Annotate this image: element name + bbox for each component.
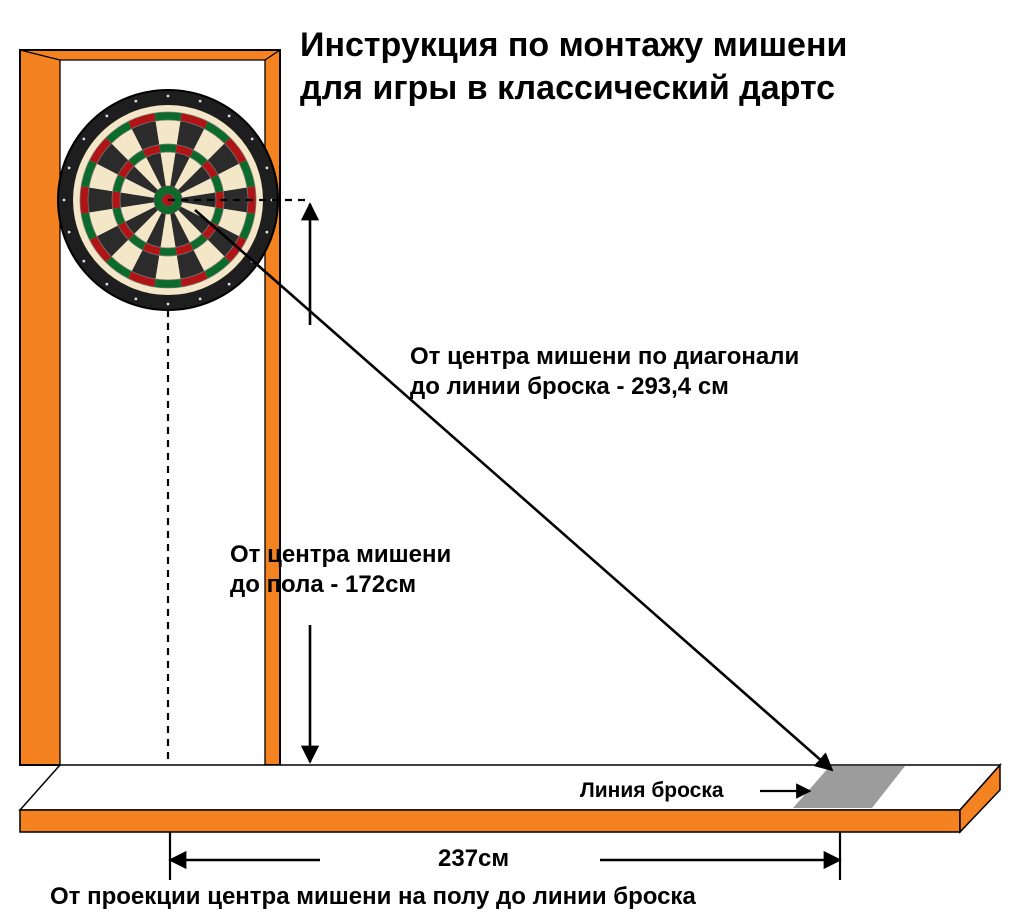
throw-line-label: Линия броска bbox=[580, 779, 724, 802]
title-line1: Инструкция по монтажу мишени bbox=[300, 26, 847, 64]
title-line2: для игры в классический дартс bbox=[300, 69, 835, 107]
label-floor-dist: 237см bbox=[438, 844, 509, 874]
floor-dist: 237см bbox=[438, 845, 509, 872]
label-height: От центра мишени до пола - 172см bbox=[230, 540, 451, 600]
label-floor-caption: От проекции центра мишени на полу до лин… bbox=[50, 882, 696, 912]
height-line2: до пола - 172см bbox=[230, 571, 416, 598]
diag-line2: до линии броска - 293,4 см bbox=[410, 373, 729, 400]
diagram-svg bbox=[0, 0, 1024, 920]
floor-caption: От проекции центра мишени на полу до лин… bbox=[50, 883, 696, 910]
height-line1: От центра мишени bbox=[230, 541, 451, 568]
floor-front bbox=[20, 810, 960, 832]
arrow-diagonal bbox=[195, 210, 832, 770]
diag-line1: От центра мишени по диагонали bbox=[410, 343, 799, 370]
title: Инструкция по монтажу мишени для игры в к… bbox=[300, 24, 847, 109]
label-throw-line: Линия броска bbox=[580, 778, 724, 804]
label-diagonal: От центра мишени по диагонали до линии бр… bbox=[410, 342, 799, 402]
